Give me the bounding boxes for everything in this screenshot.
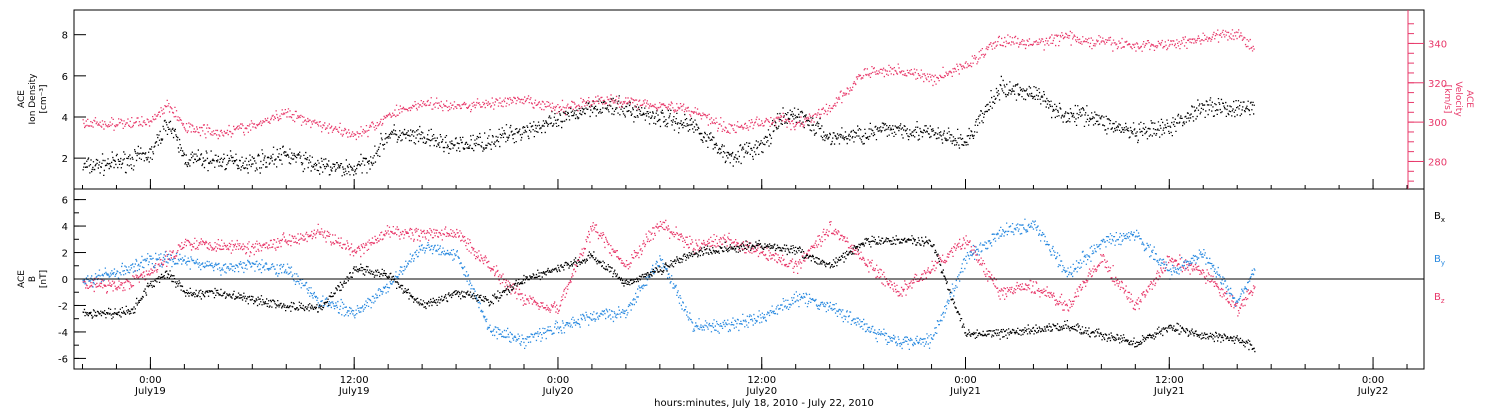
bottom-tick-label: 2 — [62, 249, 68, 260]
x-tick-date: July21 — [949, 386, 981, 397]
density-series — [82, 75, 1255, 177]
bx-series-points — [82, 235, 1256, 353]
x-tick-time: 12:00 — [1155, 375, 1184, 386]
velocity-tick-label: 320 — [1428, 79, 1447, 90]
legend-subscript: x — [1441, 216, 1445, 224]
density-series-points — [82, 75, 1255, 177]
bottom-tick-label: 4 — [62, 222, 68, 233]
velocity-tick-label: 340 — [1428, 39, 1447, 50]
velocity-series-points — [82, 29, 1255, 141]
legend-subscript: y — [1441, 259, 1445, 267]
bottom-ylabel-1: ACE — [17, 270, 27, 288]
velocity-tick-label: 300 — [1428, 118, 1447, 129]
x-tick-time: 0:00 — [954, 375, 976, 386]
top-panel-data — [82, 29, 1255, 177]
x-tick-time: 0:00 — [1362, 375, 1384, 386]
bx-series — [82, 235, 1256, 353]
x-tick-date: July19 — [134, 386, 166, 397]
bottom-ylabel-3: [nT] — [39, 270, 49, 288]
x-tick-time: 12:00 — [747, 375, 776, 386]
bottom-panel-data — [82, 218, 1256, 353]
bottom-tick-label: -4 — [58, 328, 68, 339]
x-tick-date: July22 — [1357, 386, 1389, 397]
x-tick-time: 0:00 — [139, 375, 161, 386]
bz-series — [82, 219, 1256, 317]
top-left-ylabel-1: ACE — [17, 90, 27, 108]
x-tick-date: July20 — [542, 386, 574, 397]
legend-bx: Bx — [1434, 211, 1445, 224]
top-left-tick-label: 6 — [62, 72, 68, 83]
bz-series-points — [82, 219, 1256, 317]
top-left-tick-label: 4 — [62, 113, 68, 124]
top-left-ylabel-3: [cm⁻³] — [39, 84, 49, 113]
bottom-tick-label: 6 — [62, 196, 68, 207]
bottom-tick-label: -6 — [58, 354, 68, 365]
top-right-ylabel-2: Velocity — [1453, 81, 1463, 117]
legend-by: By — [1434, 254, 1445, 267]
top-left-ylabel-2: Ion Density — [28, 73, 38, 125]
axes: 2468280300320340-6-4-202460:00July1912:0… — [58, 9, 1447, 397]
bottom-ylabel-2: B — [28, 276, 38, 282]
top-right-ylabel-3: [km/s] — [1442, 85, 1452, 114]
bottom-tick-label: 0 — [62, 275, 68, 286]
velocity-series — [82, 29, 1255, 141]
x-tick-time: 12:00 — [340, 375, 369, 386]
x-tick-time: 0:00 — [547, 375, 569, 386]
x-axis-title: hours:minutes, July 18, 2010 - July 22, … — [654, 398, 874, 409]
legend-bz: Bz — [1434, 292, 1445, 305]
x-tick-date: July20 — [745, 386, 777, 397]
bottom-tick-label: -2 — [58, 301, 68, 312]
top-left-tick-label: 2 — [62, 154, 68, 165]
x-tick-date: July21 — [1153, 386, 1185, 397]
top-left-tick-label: 8 — [62, 31, 68, 42]
legend-subscript: z — [1441, 297, 1445, 305]
x-tick-date: July19 — [338, 386, 370, 397]
velocity-tick-label: 280 — [1428, 157, 1447, 168]
top-right-ylabel-1: ACE — [1464, 90, 1474, 108]
